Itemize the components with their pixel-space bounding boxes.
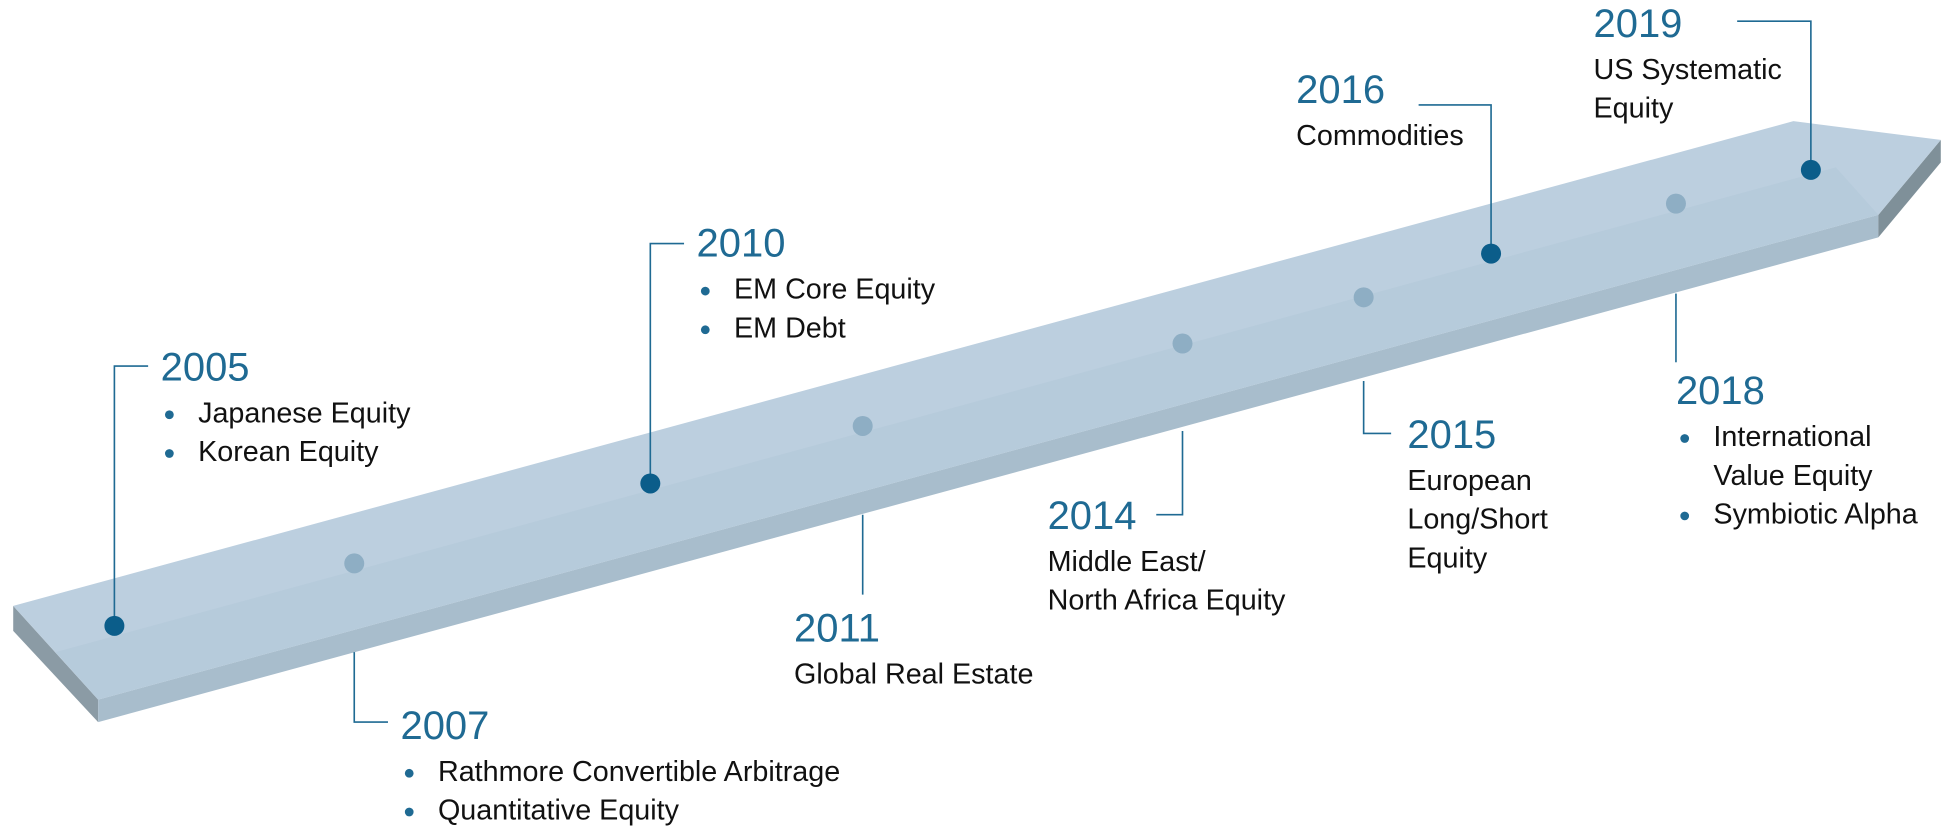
milestone-item: EM Core Equity [734, 274, 936, 306]
milestone-item: Symbiotic Alpha [1713, 499, 1917, 531]
milestone-text: Equity [1407, 542, 1487, 574]
milestone-item: Rathmore Convertible Arbitrage [438, 756, 840, 788]
band-left-side [13, 605, 99, 723]
connector [649, 242, 685, 484]
milestone-dot [1481, 243, 1502, 264]
bullet [404, 768, 414, 778]
bullet [700, 286, 710, 296]
milestone-year: 2005 [161, 345, 250, 389]
band-front [98, 214, 1879, 723]
connector [1737, 20, 1812, 170]
connector [113, 365, 149, 626]
band-right-side [1878, 139, 1941, 238]
bullet [1680, 511, 1690, 521]
milestones: 2005 Japanese Equity Korean Equity 2007 Rath… [104, 2, 1918, 827]
milestone-year: 2015 [1407, 413, 1496, 457]
milestone-dot [344, 553, 365, 574]
bullet [164, 410, 174, 420]
bullet [164, 449, 174, 458]
milestone-text: Equity [1594, 93, 1674, 125]
milestone-year: 2010 [697, 222, 786, 266]
bullet [700, 325, 710, 335]
milestone-item: International [1713, 421, 1871, 453]
milestone-text: North Africa Equity [1048, 585, 1286, 617]
connector [1418, 104, 1492, 254]
milestone-text: European [1407, 465, 1532, 497]
milestone-year: 2014 [1048, 494, 1137, 538]
milestone-text: Long/Short [1407, 504, 1548, 536]
connector [353, 652, 388, 723]
milestone-year: 2007 [400, 704, 489, 748]
milestone-dot [104, 615, 125, 636]
milestone-dot [852, 415, 873, 436]
milestone-item: Japanese Equity [198, 397, 411, 429]
band-shade [55, 167, 1879, 700]
milestone-dot [1665, 193, 1686, 214]
milestone-year: 2016 [1296, 68, 1385, 112]
milestone-text: Middle East/ [1048, 546, 1206, 578]
bullet [404, 807, 414, 817]
milestone-item: EM Debt [734, 312, 846, 344]
milestone-item: Korean Equity [198, 436, 379, 468]
milestone-text: Global Real Estate [794, 658, 1033, 690]
milestone-year: 2011 [794, 606, 880, 650]
bullet [1680, 434, 1690, 443]
milestone-text: US Systematic [1594, 54, 1782, 86]
milestone-year: 2018 [1676, 369, 1765, 413]
milestone-dot [640, 473, 661, 494]
connector [1362, 381, 1392, 435]
connector [1156, 430, 1184, 516]
milestone-dot [1353, 287, 1374, 308]
milestone-item: Quantitative Equity [438, 795, 680, 827]
milestone-dot [1800, 159, 1821, 180]
milestone-dot [1172, 333, 1193, 354]
milestone-year: 2019 [1594, 2, 1683, 46]
milestone-item: Value Equity [1713, 460, 1873, 492]
milestone-text: Commodities [1296, 120, 1464, 152]
